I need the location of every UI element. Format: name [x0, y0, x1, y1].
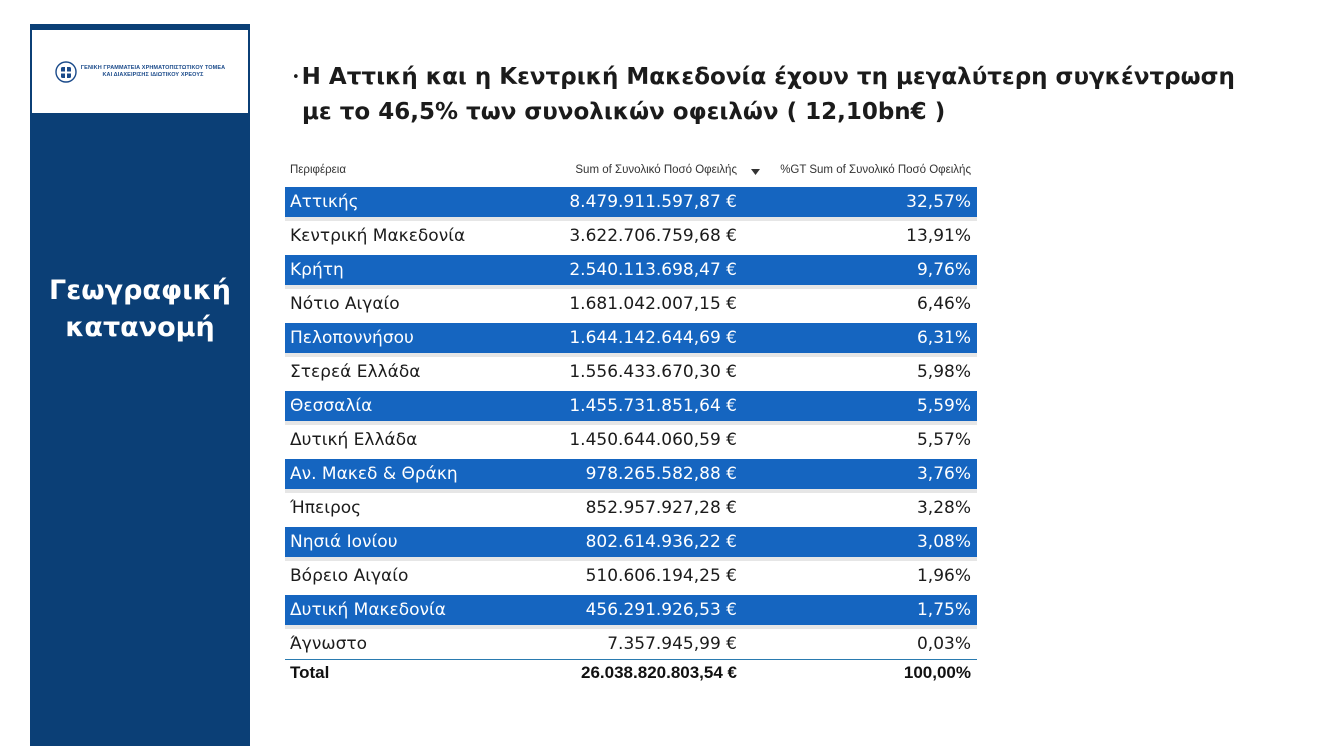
percent-cell: 5,59%: [743, 387, 977, 423]
region-cell: Ήπειρος: [285, 489, 503, 525]
logo-text-line: ΚΑΙ ΔΙΑΧΕΙΡΙΣΗΣ ΙΔΙΩΤΙΚΟΥ ΧΡΕΟΥΣ: [102, 71, 204, 78]
region-cell: Αν. Μακεδ & Θράκη: [285, 455, 503, 491]
section-title-line: Γεωγραφική: [48, 275, 231, 306]
table-row: Θεσσαλία 1.455.731.851,64 €5,59%: [285, 387, 977, 423]
amount-cell: 1.644.142.644,69 €: [503, 319, 743, 355]
sort-descending-icon[interactable]: [751, 169, 760, 175]
percent-cell: 1,96%: [743, 557, 977, 593]
section-title: Γεωγραφική κατανομή: [30, 272, 250, 346]
table-header-row: Περιφέρεια Sum of Συνολικό Ποσό Οφειλής …: [285, 150, 977, 185]
amount-cell: 456.291.926,53 €: [503, 591, 743, 627]
headline: •Η Αττική και η Κεντρική Μακεδονία έχουν…: [292, 60, 1272, 129]
percent-cell: 13,91%: [743, 217, 977, 253]
percent-cell: 5,57%: [743, 421, 977, 457]
amount-cell: 978.265.582,88 €: [503, 455, 743, 491]
regions-table: Περιφέρεια Sum of Συνολικό Ποσό Οφειλής …: [285, 150, 977, 686]
region-cell: Βόρειο Αιγαίο: [285, 557, 503, 593]
table-row: Κεντρική Μακεδονία 3.622.706.759,68 €13,9…: [285, 217, 977, 253]
percent-cell: 3,08%: [743, 523, 977, 559]
region-cell: Νησιά Ιονίου: [285, 523, 503, 559]
amount-cell: 3.622.706.759,68 €: [503, 217, 743, 253]
sidebar: ΓΕΝΙΚΗ ΓΡΑΜΜΑΤΕΙΑ ΧΡΗΜΑΤΟΠΙΣΤΩΤΙΚΟΥ ΤΟΜΕ…: [30, 24, 250, 746]
total-amount: 26.038.820.803,54 €: [503, 659, 743, 686]
percent-cell: 3,76%: [743, 455, 977, 491]
table-row: Κρήτη 2.540.113.698,47 €9,76%: [285, 251, 977, 287]
region-cell: Θεσσαλία: [285, 387, 503, 423]
table-row: Δυτική Μακεδονία 456.291.926,53 €1,75%: [285, 591, 977, 627]
table-row: Στερεά Ελλάδα 1.556.433.670,30 €5,98%: [285, 353, 977, 389]
percent-cell: 6,46%: [743, 285, 977, 321]
region-cell: Αττικής: [285, 183, 503, 219]
percent-cell: 6,31%: [743, 319, 977, 355]
logo: ΓΕΝΙΚΗ ΓΡΑΜΜΑΤΕΙΑ ΧΡΗΜΑΤΟΠΙΣΤΩΤΙΚΟΥ ΤΟΜΕ…: [32, 30, 248, 113]
table-row: Νότιο Αιγαίο 1.681.042.007,15 €6,46%: [285, 285, 977, 321]
amount-cell: 802.614.936,22 €: [503, 523, 743, 559]
region-cell: Κρήτη: [285, 251, 503, 287]
table-row: Αν. Μακεδ & Θράκη 978.265.582,88 €3,76%: [285, 455, 977, 491]
region-cell: Δυτική Μακεδονία: [285, 591, 503, 627]
region-cell: Δυτική Ελλάδα: [285, 421, 503, 457]
amount-cell: 1.455.731.851,64 €: [503, 387, 743, 423]
column-header-region[interactable]: Περιφέρεια: [290, 164, 346, 176]
table-row: Νησιά Ιονίου 802.614.936,22 €3,08%: [285, 523, 977, 559]
table-row: Βόρειο Αιγαίο 510.606.194,25 €1,96%: [285, 557, 977, 593]
region-cell: Πελοποννήσου: [285, 319, 503, 355]
column-header-percent[interactable]: %GT Sum of Συνολικό Ποσό Οφειλής: [743, 150, 977, 185]
amount-cell: 8.479.911.597,87 €: [503, 183, 743, 219]
region-cell: Κεντρική Μακεδονία: [285, 217, 503, 253]
percent-cell: 0,03%: [743, 625, 977, 660]
amount-cell: 1.556.433.670,30 €: [503, 353, 743, 389]
headline-line-1: Η Αττική και η Κεντρική Μακεδονία έχουν …: [301, 64, 1235, 90]
amount-cell: 852.957.927,28 €: [503, 489, 743, 525]
region-cell: Στερεά Ελλάδα: [285, 353, 503, 389]
column-header-percent-label: %GT Sum of Συνολικό Ποσό Οφειλής: [780, 164, 971, 176]
total-label: Total: [285, 659, 503, 686]
amount-cell: 7.357.945,99 €: [503, 625, 743, 660]
column-header-amount[interactable]: Sum of Συνολικό Ποσό Οφειλής: [575, 164, 737, 176]
logo-text-line: ΓΕΝΙΚΗ ΓΡΑΜΜΑΤΕΙΑ ΧΡΗΜΑΤΟΠΙΣΤΩΤΙΚΟΥ ΤΟΜΕ…: [80, 64, 226, 71]
table-row: Πελοποννήσου 1.644.142.644,69 €6,31%: [285, 319, 977, 355]
headline-bullet: •: [292, 69, 300, 85]
region-cell: Άγνωστο: [285, 625, 503, 660]
percent-cell: 3,28%: [743, 489, 977, 525]
headline-line-2: με το 46,5% των συνολικών οφειλών ( 12,1…: [302, 98, 946, 125]
percent-cell: 5,98%: [743, 353, 977, 389]
table-row: Ήπειρος 852.957.927,28 €3,28%: [285, 489, 977, 525]
amount-cell: 1.450.644.060,59 €: [503, 421, 743, 457]
amount-cell: 2.540.113.698,47 €: [503, 251, 743, 287]
table-row: Άγνωστο 7.357.945,99 €0,03%: [285, 625, 977, 660]
logo-text: ΓΕΝΙΚΗ ΓΡΑΜΜΑΤΕΙΑ ΧΡΗΜΑΤΟΠΙΣΤΩΤΙΚΟΥ ΤΟΜΕ…: [81, 65, 225, 79]
section-title-line: κατανομή: [65, 312, 215, 343]
percent-cell: 1,75%: [743, 591, 977, 627]
table-row: Δυτική Ελλάδα 1.450.644.060,59 €5,57%: [285, 421, 977, 457]
amount-cell: 1.681.042.007,15 €: [503, 285, 743, 321]
amount-cell: 510.606.194,25 €: [503, 557, 743, 593]
percent-cell: 32,57%: [743, 183, 977, 219]
total-percent: 100,00%: [743, 659, 977, 686]
table-row: Αττικής 8.479.911.597,87 €32,57%: [285, 183, 977, 219]
greek-coat-of-arms-icon: [55, 60, 77, 83]
region-cell: Νότιο Αιγαίο: [285, 285, 503, 321]
total-row: Total 26.038.820.803,54 € 100,00%: [285, 659, 977, 686]
percent-cell: 9,76%: [743, 251, 977, 287]
